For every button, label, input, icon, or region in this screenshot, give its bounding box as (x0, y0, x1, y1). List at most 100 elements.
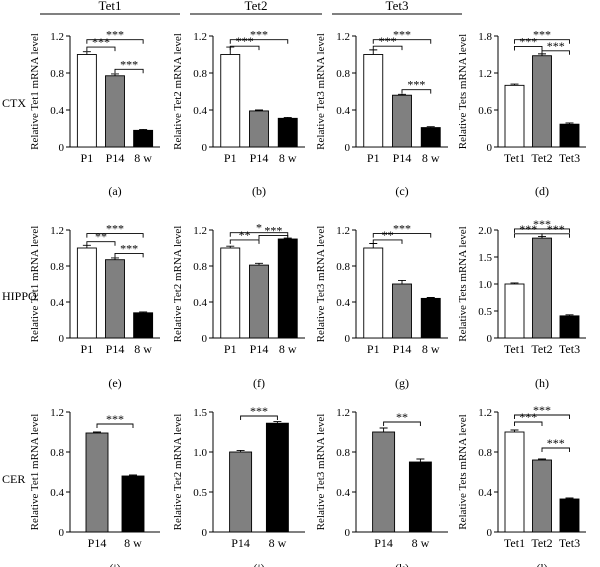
significance-label: *** (407, 78, 425, 92)
significance-label: *** (250, 404, 268, 418)
bar-8w (277, 117, 298, 148)
error-bar (510, 83, 519, 86)
x-tick-label: P14 (250, 151, 269, 165)
significance-label: *** (92, 35, 110, 49)
y-tick-label: 0.8 (50, 261, 64, 273)
x-tick-label: Tet2 (531, 536, 552, 550)
y-tick-label: 0.4 (193, 105, 207, 117)
y-tick-label: 1.2 (50, 31, 64, 43)
y-tick-label: 1.8 (478, 31, 492, 43)
panel-k: 0 0.4 0.8 1.2 Relative Tet3 mRNA level P14 8 w… (315, 407, 448, 567)
y-tick-label: 1.2 (336, 31, 350, 43)
error-bar (82, 51, 91, 55)
panel-label: (e) (108, 376, 121, 390)
bar-P1 (220, 54, 241, 148)
y-tick-label: 1.0 (193, 447, 207, 459)
y-tick-label: 0.5 (478, 306, 492, 318)
bar-Tet3 (559, 123, 580, 148)
error-bar (565, 497, 574, 499)
significance-bracket (86, 241, 116, 246)
y-tick-label: 0.8 (336, 447, 350, 459)
significance-bracket (372, 233, 432, 238)
bar-P14 (105, 259, 125, 339)
bar-Tet2 (532, 55, 552, 148)
significance-bracket (372, 39, 432, 44)
y-tick-label: 0.8 (478, 447, 492, 459)
panel-c: 0 0.4 0.8 1.2 Relative Tet3 mRNA level P1 P14 8… (315, 28, 448, 198)
y-tick-label: 0 (202, 527, 208, 539)
significance-label: *** (236, 34, 254, 48)
bar-Tet1 (504, 84, 525, 148)
error-bar (510, 429, 519, 432)
bar-P1 (76, 247, 97, 339)
y-tick-label: 1.2 (336, 407, 350, 419)
error-bar (111, 257, 119, 260)
significance-bracket (372, 239, 403, 244)
panel-label: (j) (253, 561, 264, 567)
y-tick-label: 0.4 (336, 487, 350, 499)
y-axis-label: Relative Tet3 mRNA level (315, 226, 327, 343)
significance-bracket (372, 45, 403, 51)
y-tick-label: 0 (345, 142, 351, 154)
significance-label: *** (519, 34, 537, 48)
y-axis-label: Relative Tet1 mRNA level (29, 226, 41, 343)
significance-label: *** (264, 223, 282, 237)
error-bar (538, 458, 546, 460)
y-tick-label: 0 (202, 142, 208, 154)
error-bar (139, 128, 148, 131)
bar-8w (420, 127, 441, 148)
y-tick-label: 1.2 (336, 225, 350, 237)
significance-bracket (541, 447, 570, 452)
error-bar (398, 93, 406, 96)
y-tick-label: 0 (59, 527, 65, 539)
significance-bracket (96, 423, 134, 428)
y-tick-label: 1.2 (478, 407, 492, 419)
x-tick-label: 8 w (412, 536, 430, 550)
significance-label: *** (533, 28, 551, 42)
x-tick-label: Tet2 (531, 151, 552, 165)
significance-label: ** (382, 228, 394, 242)
y-axis-label: Relative Tet2 mRNA level (172, 33, 184, 150)
y-tick-label: 0 (345, 527, 351, 539)
panel-d: 0 0.6 1.2 1.8 Relative Tets mRNA level Tet1 Te… (457, 28, 586, 198)
y-tick-label: 0.4 (478, 487, 492, 499)
bar-8w (420, 297, 441, 339)
row-label-cer: CER (2, 472, 25, 486)
x-tick-label: 8 w (279, 151, 297, 165)
bar-Tet2 (532, 459, 552, 533)
y-tick-label: 0 (487, 333, 493, 345)
panel-g: 0 0.4 0.8 1.2 Relative Tet3 mRNA level P1 P14 8… (315, 222, 448, 390)
bar-Tet2 (532, 237, 552, 339)
significance-bracket (541, 50, 570, 55)
significance-bracket (229, 239, 260, 244)
y-tick-label: 0.8 (50, 68, 64, 80)
bar-Tet3 (559, 315, 580, 339)
column-headers: Tet1 Tet2 Tet3 (40, 0, 462, 15)
y-tick-label: 0.8 (193, 261, 207, 273)
significance-label: *** (106, 28, 124, 42)
y-tick-label: 0 (59, 142, 65, 154)
y-tick-label: 0.4 (336, 297, 350, 309)
x-tick-label: P1 (81, 342, 94, 356)
y-tick-label: 0.4 (50, 297, 64, 309)
significance-bracket (541, 233, 570, 238)
panel-e: 0 0.4 0.8 1.2 Relative Tet1 mRNA level P1 P14 8… (29, 222, 160, 390)
y-tick-label: 0.8 (336, 261, 350, 273)
y-tick-label: 0.8 (336, 68, 350, 80)
row-labels: CTX HIPPO CER (2, 96, 37, 486)
panel-label: (a) (108, 184, 121, 198)
y-tick-label: 1.2 (50, 225, 64, 237)
panel-label: (d) (535, 184, 549, 198)
x-tick-label: 8 w (124, 536, 142, 550)
significance-bracket (514, 39, 570, 44)
x-tick-label: P1 (81, 151, 94, 165)
y-tick-label: 0 (202, 333, 208, 345)
significance-label: *** (393, 28, 411, 42)
panel-label: (h) (535, 376, 549, 390)
bar-8w (265, 422, 289, 533)
error-bar (379, 427, 388, 432)
y-tick-label: 1.2 (50, 407, 64, 419)
column-header-tet2: Tet2 (245, 0, 268, 13)
x-tick-label: Tet1 (504, 151, 525, 165)
